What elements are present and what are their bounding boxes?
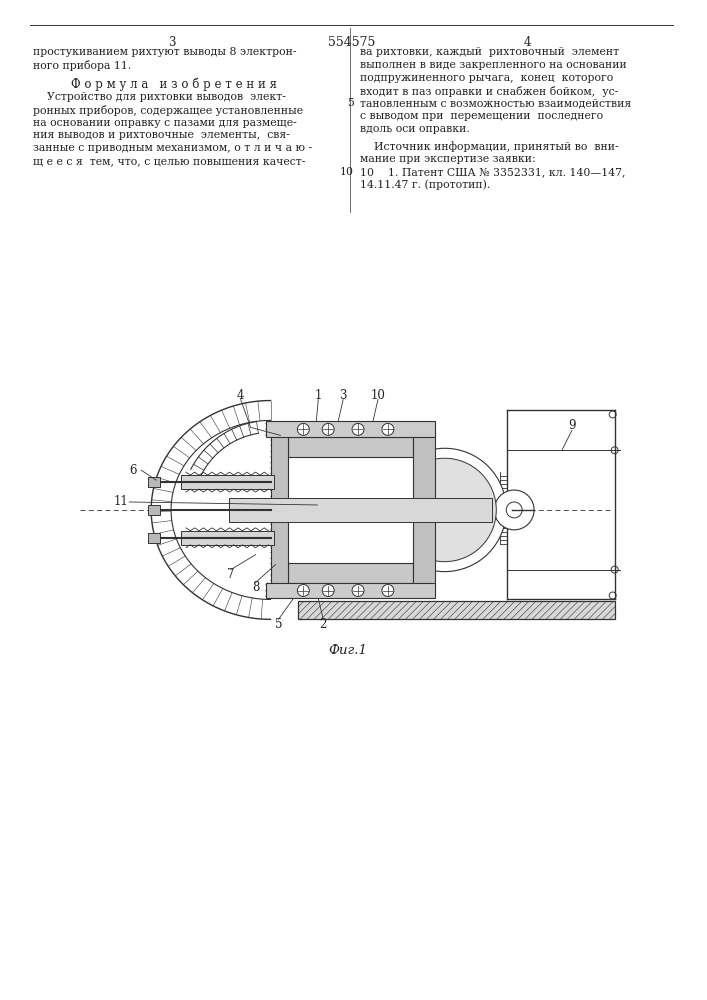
Text: 4: 4 — [523, 36, 531, 49]
Text: щ е е с я  тем, что, с целью повышения качест-: щ е е с я тем, что, с целью повышения ка… — [33, 156, 305, 166]
Circle shape — [352, 585, 364, 596]
Bar — [288, 437, 413, 457]
Text: ного прибора 11.: ного прибора 11. — [33, 60, 131, 71]
Text: 8: 8 — [252, 581, 259, 594]
Circle shape — [609, 592, 616, 599]
Text: мание при экспертизе заявки:: мание при экспертизе заявки: — [360, 154, 536, 164]
Text: занные с приводным механизмом, о т л и ч а ю -: занные с приводным механизмом, о т л и ч… — [33, 143, 312, 153]
Circle shape — [298, 585, 310, 596]
Text: вдоль оси оправки.: вдоль оси оправки. — [360, 124, 469, 134]
Circle shape — [322, 423, 334, 435]
Bar — [413, 432, 435, 588]
Text: выполнен в виде закрепленного на основании: выполнен в виде закрепленного на основан… — [360, 60, 627, 70]
Text: 10: 10 — [370, 389, 385, 402]
Circle shape — [437, 502, 452, 518]
Text: 1: 1 — [315, 389, 322, 402]
Text: Фиг.1: Фиг.1 — [329, 644, 368, 657]
Text: с выводом при  перемещении  последнего: с выводом при перемещении последнего — [360, 111, 603, 121]
Bar — [229, 498, 492, 522]
Text: ронных приборов, содержащее установленные: ронных приборов, содержащее установленны… — [33, 105, 303, 116]
Bar — [181, 475, 274, 489]
Text: на основании оправку с пазами для размеще-: на основании оправку с пазами для размещ… — [33, 118, 296, 128]
Text: Источник информации, принятый во  вни-: Источник информации, принятый во вни- — [360, 142, 619, 152]
Bar — [148, 505, 160, 515]
Text: 6: 6 — [129, 464, 137, 477]
Text: 4: 4 — [237, 389, 245, 402]
Bar — [266, 583, 435, 598]
Circle shape — [352, 423, 364, 435]
Text: тановленным с возможностью взаимодействия: тановленным с возможностью взаимодействи… — [360, 98, 631, 108]
Circle shape — [609, 411, 616, 418]
Bar — [148, 533, 160, 543]
Circle shape — [611, 447, 618, 454]
Text: 3: 3 — [339, 389, 347, 402]
Text: Устройство для рихтовки выводов  элект-: Устройство для рихтовки выводов элект- — [33, 92, 286, 102]
Text: 3: 3 — [168, 36, 176, 49]
Circle shape — [611, 566, 618, 573]
Text: Ф о р м у л а   и з о б р е т е н и я: Ф о р м у л а и з о б р е т е н и я — [71, 77, 277, 91]
Circle shape — [383, 448, 506, 572]
Text: 10: 10 — [340, 167, 354, 177]
Text: 554575: 554575 — [328, 36, 375, 49]
Circle shape — [298, 423, 310, 435]
Text: 10    1. Патент США № 3352331, кл. 140—147,: 10 1. Патент США № 3352331, кл. 140—147, — [360, 167, 626, 177]
Bar — [298, 601, 614, 619]
Bar — [148, 477, 160, 487]
Bar — [266, 421, 435, 437]
Circle shape — [506, 502, 522, 518]
Text: ния выводов и рихтовочные  элементы,  свя-: ния выводов и рихтовочные элементы, свя- — [33, 130, 290, 140]
Text: входит в паз оправки и снабжен бойком,  ус-: входит в паз оправки и снабжен бойком, у… — [360, 86, 619, 97]
Circle shape — [382, 423, 394, 435]
Circle shape — [382, 585, 394, 596]
Text: 11: 11 — [114, 495, 129, 508]
Text: подпружиненного рычага,  конец  которого: подпружиненного рычага, конец которого — [360, 73, 613, 83]
Text: 2: 2 — [320, 618, 327, 631]
Text: 5: 5 — [275, 618, 282, 631]
Circle shape — [494, 490, 534, 530]
Circle shape — [322, 585, 334, 596]
Text: 7: 7 — [227, 568, 235, 581]
Text: 14.11.47 г. (прототип).: 14.11.47 г. (прототип). — [360, 180, 490, 190]
Bar — [288, 457, 413, 563]
Bar — [181, 531, 274, 545]
Text: ва рихтовки, каждый  рихтовочный  элемент: ва рихтовки, каждый рихтовочный элемент — [360, 47, 619, 57]
Bar — [288, 563, 413, 583]
Circle shape — [393, 458, 496, 562]
Text: простукиванием рихтуют выводы 8 электрон-: простукиванием рихтуют выводы 8 электрон… — [33, 47, 296, 57]
Bar — [271, 432, 288, 588]
Text: 9: 9 — [568, 419, 575, 432]
Text: 5: 5 — [347, 98, 354, 108]
